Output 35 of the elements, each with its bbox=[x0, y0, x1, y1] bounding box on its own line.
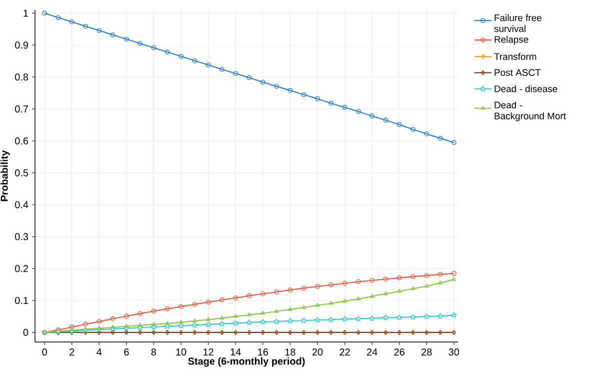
y-axis-title: Probability bbox=[0, 150, 10, 202]
x-tick-label: 4 bbox=[96, 348, 102, 356]
x-tick-label: 14 bbox=[230, 348, 241, 356]
y-tick-label: 0.2 bbox=[15, 265, 28, 272]
y-tick-label: 0.3 bbox=[15, 233, 28, 240]
y-tick-label: 0.9 bbox=[15, 42, 28, 49]
y-tick-label: 0.6 bbox=[15, 137, 28, 144]
legend-label: Dead - Background Mort bbox=[494, 101, 566, 122]
x-tick-label: 20 bbox=[312, 348, 323, 356]
legend-label: Post ASCT bbox=[494, 69, 541, 76]
y-tick-label: 0.1 bbox=[15, 296, 28, 304]
x-tick-label: 16 bbox=[258, 348, 268, 356]
y-tick-label: 0.4 bbox=[15, 201, 28, 208]
y-tick-label: 0.5 bbox=[15, 169, 28, 176]
y-tick-label: 1 bbox=[24, 10, 28, 17]
legend-label: Failure free survival bbox=[494, 14, 542, 32]
x-tick-label: 6 bbox=[124, 348, 129, 356]
x-tick-label: 10 bbox=[176, 348, 186, 356]
x-tick-label: 0 bbox=[42, 348, 47, 356]
y-tick-label: 0 bbox=[23, 328, 28, 336]
x-tick-label: 12 bbox=[204, 348, 214, 356]
x-tick-label: 22 bbox=[340, 348, 350, 356]
legend-label: Relapse bbox=[494, 36, 528, 45]
x-tick-label: 30 bbox=[448, 348, 460, 356]
x-axis-title: Stage (6-monthly period) bbox=[188, 357, 305, 367]
x-tick-label: 28 bbox=[422, 348, 432, 356]
x-tick-label: 2 bbox=[70, 348, 74, 356]
x-tick-label: 18 bbox=[285, 348, 296, 356]
legend-label: Dead - disease bbox=[494, 85, 558, 92]
legend-label: Transform bbox=[494, 52, 536, 60]
x-tick-label: 26 bbox=[394, 348, 404, 356]
y-tick-label: 0.7 bbox=[15, 105, 28, 112]
y-tick-label: 0.8 bbox=[15, 74, 28, 81]
x-tick-label: 8 bbox=[151, 348, 156, 356]
x-tick-label: 24 bbox=[367, 348, 378, 356]
